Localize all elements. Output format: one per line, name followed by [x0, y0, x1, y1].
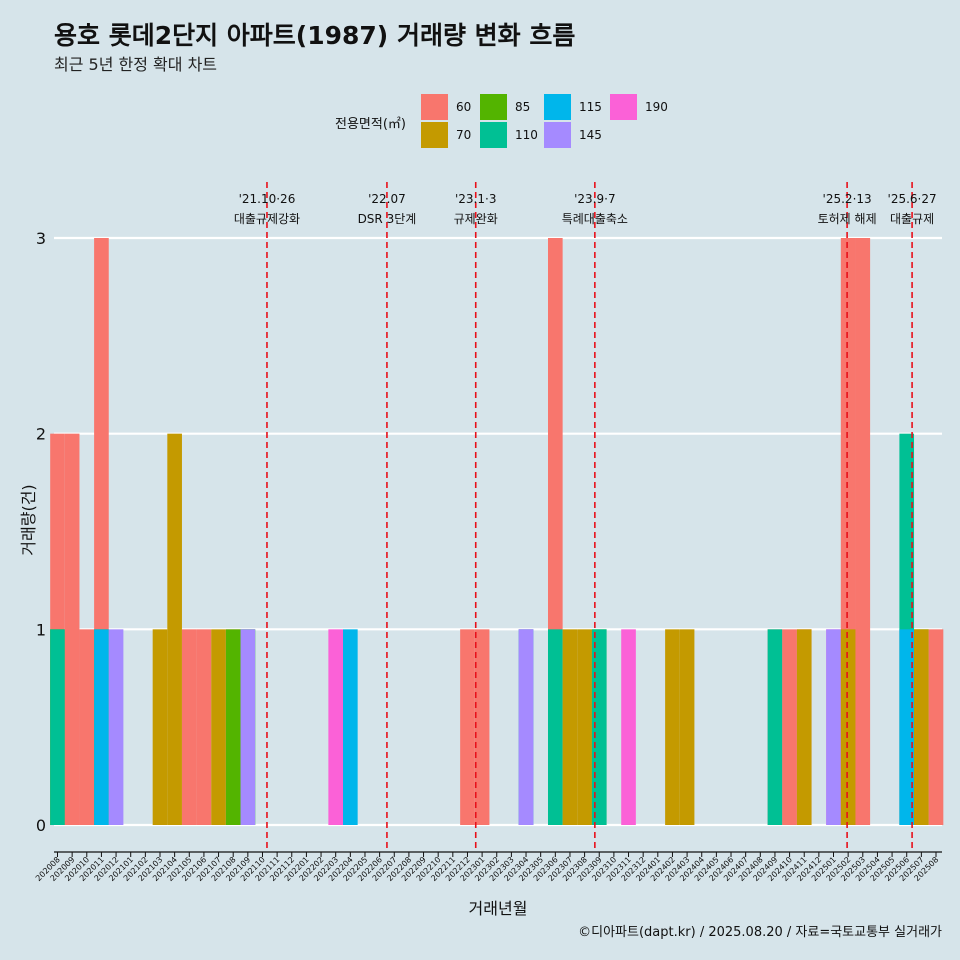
caption: ©디아파트(dapt.kr) / 2025.08.20 / 자료=국토교통부 실… — [578, 925, 942, 940]
x-axis: 2020082020092020102020112020122021012021… — [34, 851, 942, 883]
legend-key-145 — [544, 122, 571, 148]
policy-desc-label-4: 특례대출축소 — [562, 212, 628, 226]
bar-202012-145 — [108, 629, 124, 825]
legend-label-60: 60 — [456, 100, 471, 114]
bar-202409-110 — [767, 629, 783, 825]
bar-202311-190 — [621, 629, 636, 825]
y-tick-label-0: 0 — [36, 816, 46, 835]
legend-key-60 — [421, 94, 448, 120]
y-axis: 0 1 2 3 — [36, 229, 46, 835]
policy-desc-label-2: DSR 3단계 — [358, 212, 417, 226]
legend-key-190 — [610, 94, 637, 120]
bar-202402-70 — [665, 629, 680, 825]
policy-date-label-5: '25.2·13 — [823, 192, 872, 206]
x-axis-title: 거래년월 — [469, 899, 528, 918]
chart-title: 용호 롯데2단지 아파트(1987) 거래량 변화 흐름 — [54, 21, 575, 50]
y-tick-label-1: 1 — [36, 620, 46, 639]
policy-desc-label-5: 토허제 해제 — [818, 212, 877, 226]
policy-date-label-6: '25.6·27 — [888, 192, 937, 206]
y-tick-label-3: 3 — [36, 229, 46, 248]
legend: 전용면적(㎡) 60 70 85 110 115 145 190 — [335, 94, 668, 148]
legend-label-145: 145 — [579, 128, 602, 142]
y-axis-title: 거래량(건) — [19, 484, 38, 555]
bar-202503-60 — [855, 238, 871, 825]
legend-label-190: 190 — [645, 100, 668, 114]
policy-date-label-1: '21.10·26 — [239, 192, 296, 206]
bar-202204-115 — [343, 629, 358, 825]
bar-202308-70 — [577, 629, 592, 825]
bar-202502-70 — [840, 629, 856, 825]
bar-202403-70 — [679, 629, 695, 825]
legend-key-110 — [480, 122, 507, 148]
bar-202011-115 — [94, 629, 109, 825]
bar-202306-110 — [547, 629, 563, 825]
bar-202212-60 — [460, 629, 475, 825]
policy-desc-label-1: 대출규제강화 — [234, 212, 300, 226]
legend-key-85 — [480, 94, 507, 120]
bars — [50, 238, 944, 825]
legend-label-110: 110 — [515, 128, 538, 142]
bar-202304-145 — [518, 629, 534, 825]
policy-date-label-3: '23.1·3 — [455, 192, 496, 206]
bar-202410-60 — [782, 629, 797, 825]
bar-202203-190 — [328, 629, 344, 825]
policy-desc-label-3: 규제완화 — [454, 212, 498, 226]
bar-202411-70 — [796, 629, 812, 825]
legend-label-85: 85 — [515, 100, 530, 114]
bar-202107-70 — [211, 629, 226, 825]
legend-key-115 — [544, 94, 571, 120]
bar-202008-110 — [50, 629, 65, 825]
y-tick-label-2: 2 — [36, 425, 46, 444]
bar-202506-115 — [899, 629, 915, 825]
bar-202103-70 — [152, 629, 168, 825]
policy-date-label-2: '22.07 — [368, 192, 406, 206]
bar-202106-60 — [196, 629, 212, 825]
bar-202507-70 — [914, 629, 929, 825]
legend-title: 전용면적(㎡) — [335, 117, 406, 132]
policy-desc-label-6: 대출규제 — [890, 212, 934, 226]
bar-202104-70 — [167, 433, 182, 825]
bar-202109-145 — [240, 629, 256, 825]
bar-202108-85 — [225, 629, 241, 825]
chart-subtitle: 최근 5년 한정 확대 차트 — [54, 55, 217, 74]
bar-202105-60 — [181, 629, 197, 825]
bar-202508-60 — [928, 629, 944, 825]
legend-label-115: 115 — [579, 100, 602, 114]
bar-202009-60 — [64, 433, 80, 825]
legend-key-70 — [421, 122, 448, 148]
bar-202301-60 — [474, 629, 490, 825]
policy-date-label-4: '23.9·7 — [574, 192, 615, 206]
legend-label-70: 70 — [456, 128, 471, 142]
bar-202010-60 — [79, 629, 95, 825]
bar-202501-145 — [826, 629, 841, 825]
policy-lines: '21.10·26 대출규제강화 '22.07 DSR 3단계 '23.1·3 규제완화 '… — [234, 182, 937, 852]
bar-202307-70 — [562, 629, 578, 825]
